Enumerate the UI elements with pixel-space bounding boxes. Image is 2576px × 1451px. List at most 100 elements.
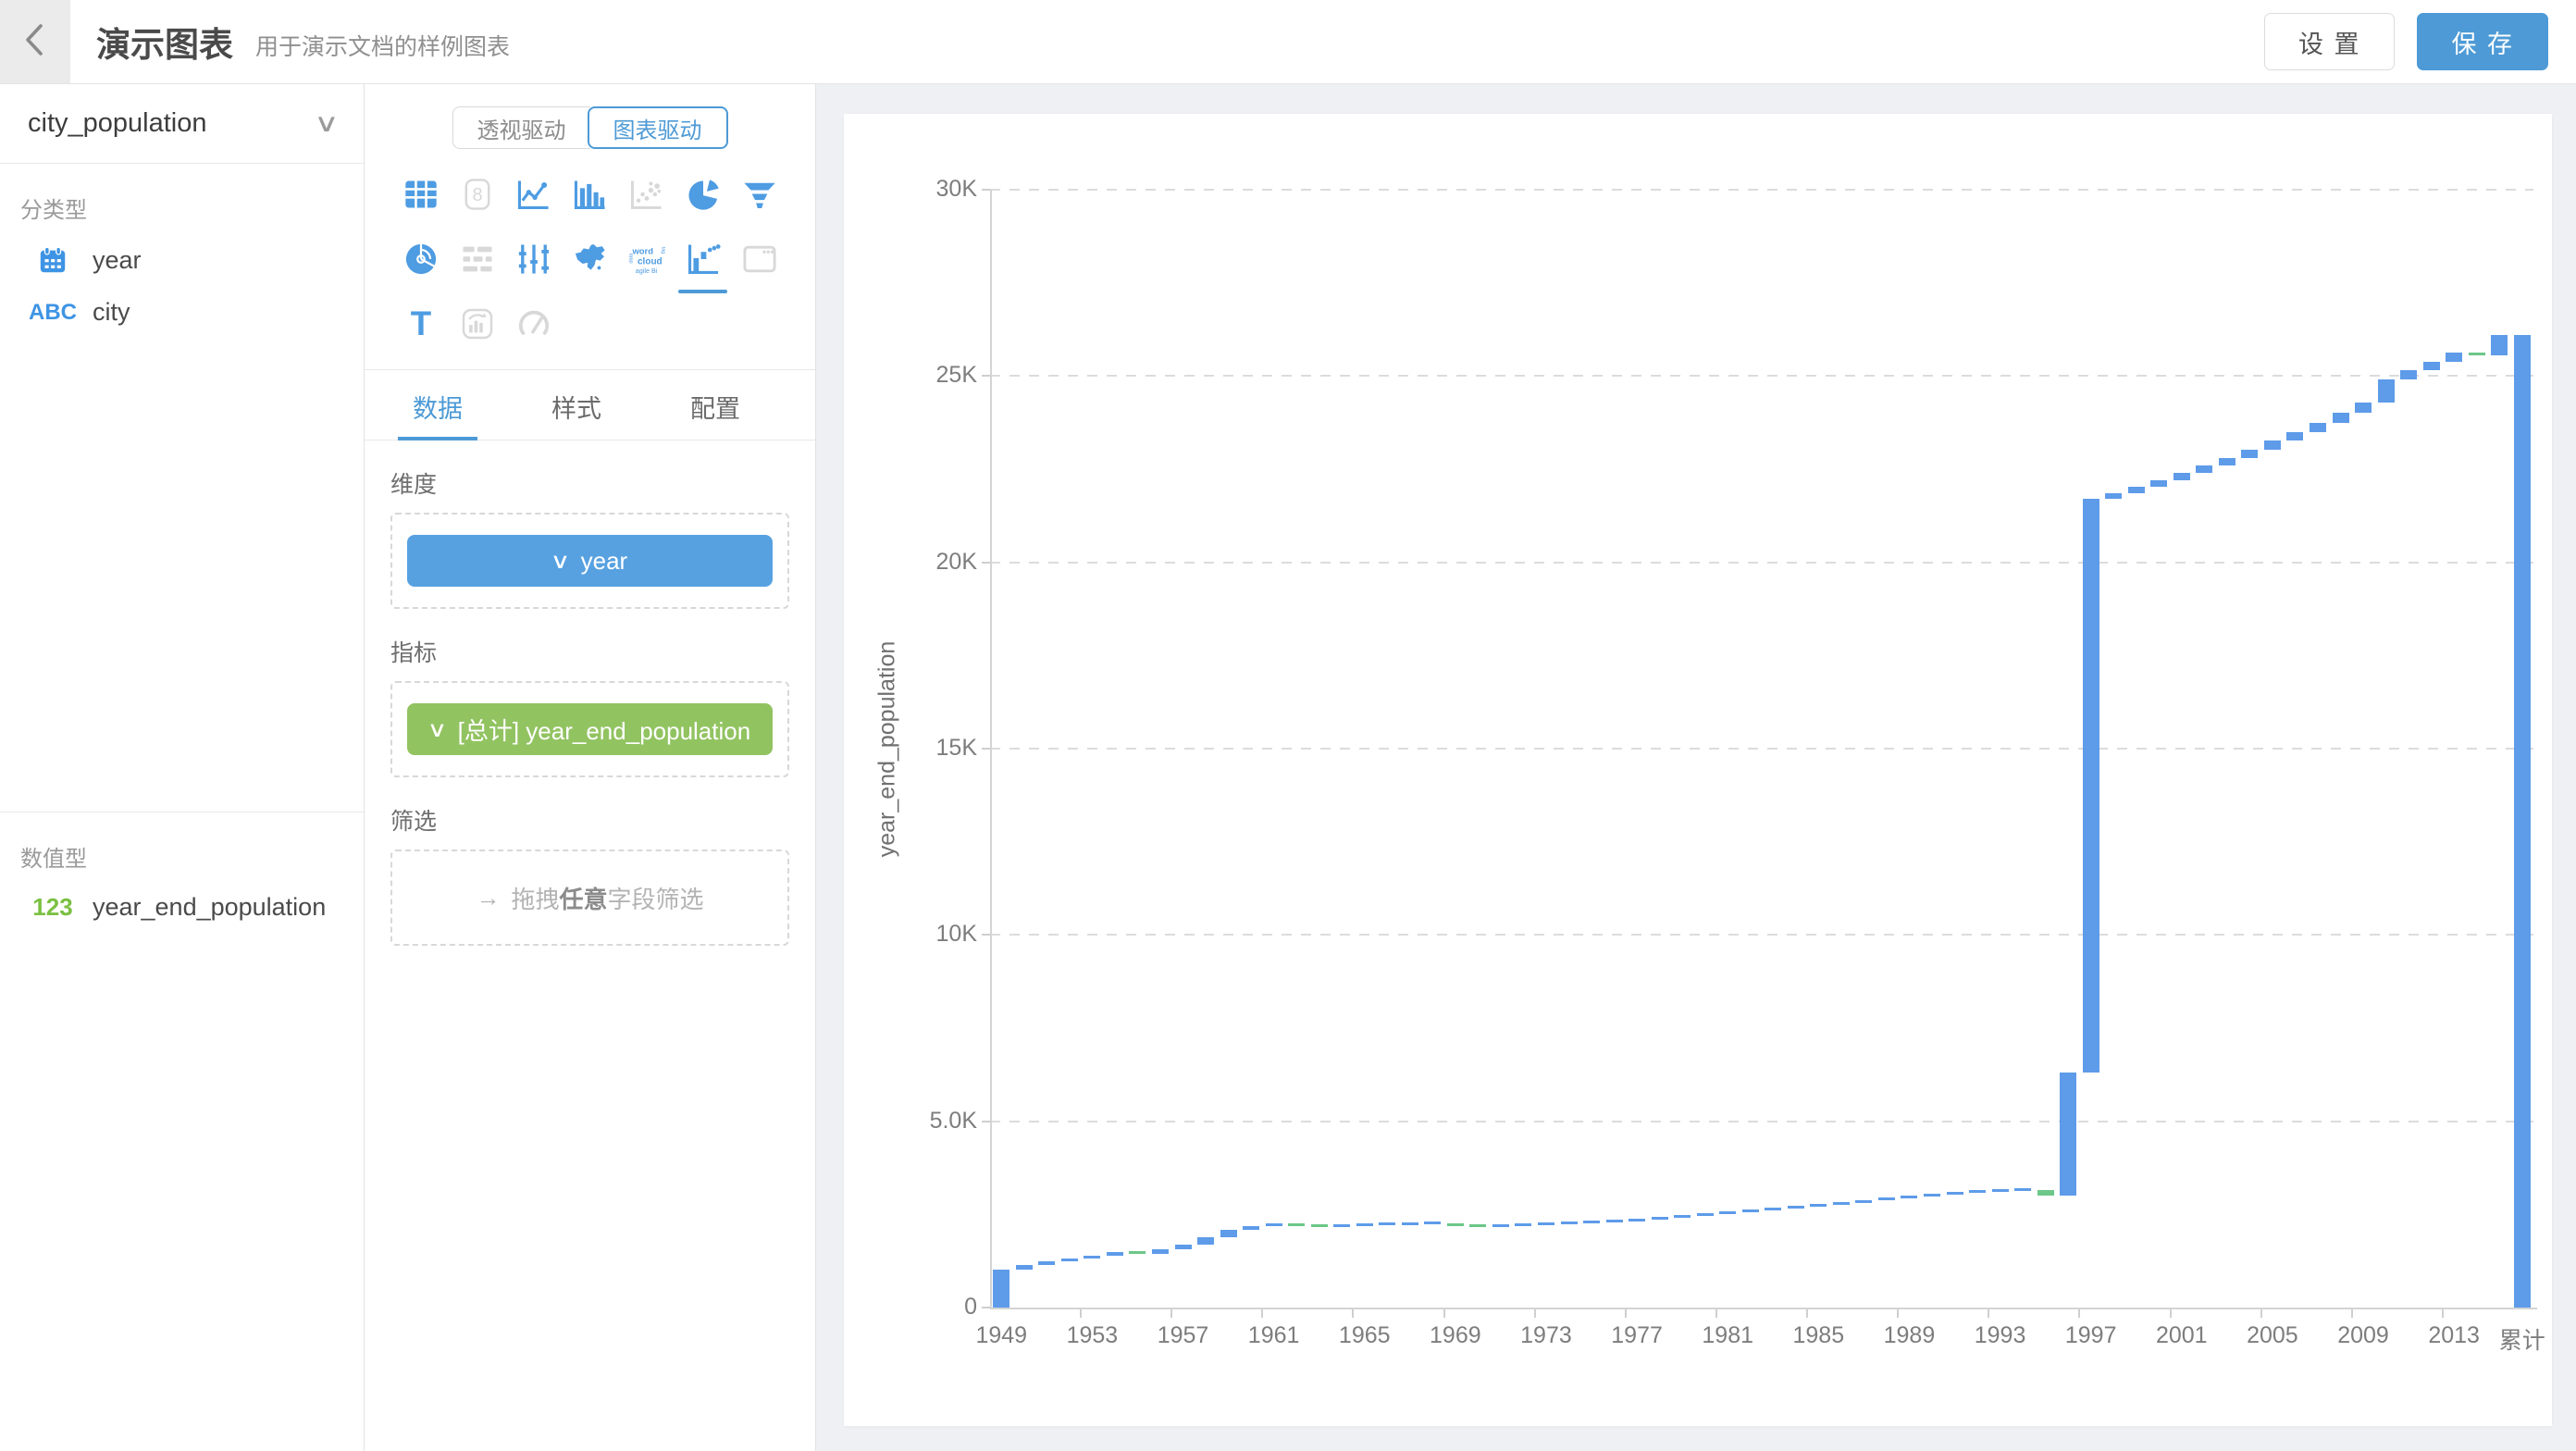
waterfall-bar[interactable] xyxy=(1696,1213,1714,1217)
waterfall-bar[interactable] xyxy=(1969,1190,1987,1194)
waterfall-bar[interactable] xyxy=(1923,1194,1940,1197)
mode-pivot-button[interactable]: 透视驱动 xyxy=(452,106,590,149)
waterfall-bar[interactable] xyxy=(1333,1223,1351,1227)
waterfall-bar[interactable] xyxy=(1129,1250,1146,1254)
waterfall-bar[interactable] xyxy=(2218,457,2235,465)
waterfall-bar[interactable] xyxy=(1877,1197,1895,1201)
waterfall-bar[interactable] xyxy=(1288,1223,1306,1227)
waterfall-bar[interactable] xyxy=(1741,1209,1759,1213)
waterfall-bar[interactable] xyxy=(1560,1222,1578,1225)
field-item-city[interactable]: ABC city xyxy=(0,287,364,338)
waterfall-bar[interactable] xyxy=(1084,1255,1101,1259)
chart-type-rose-chart[interactable] xyxy=(392,236,449,286)
chart-type-bar-chart[interactable] xyxy=(562,171,618,221)
waterfall-bar[interactable] xyxy=(1469,1224,1487,1228)
waterfall-bar[interactable] xyxy=(993,1269,1010,1308)
waterfall-bar[interactable] xyxy=(2355,403,2372,414)
save-button[interactable]: 保 存 xyxy=(2417,13,2548,70)
waterfall-bar[interactable] xyxy=(1674,1215,1691,1219)
waterfall-bar[interactable] xyxy=(2491,334,2508,356)
back-button[interactable] xyxy=(0,0,70,83)
waterfall-bar[interactable] xyxy=(2082,499,2099,1073)
tab-style[interactable]: 样式 xyxy=(551,395,601,423)
waterfall-bar[interactable] xyxy=(1197,1236,1215,1245)
waterfall-bar[interactable] xyxy=(1787,1206,1804,1209)
waterfall-bar[interactable] xyxy=(2446,353,2463,363)
waterfall-bar[interactable] xyxy=(1901,1196,1918,1199)
chart-type-line-chart[interactable] xyxy=(505,171,562,221)
waterfall-bar[interactable] xyxy=(1765,1208,1782,1211)
waterfall-bar[interactable] xyxy=(1220,1229,1237,1237)
waterfall-bar[interactable] xyxy=(1243,1225,1260,1230)
field-item-year-end-population[interactable]: 123 year_end_population xyxy=(0,882,364,933)
chart-type-pie-chart[interactable] xyxy=(675,171,731,221)
tab-data[interactable]: 数据 xyxy=(398,370,477,440)
waterfall-bar[interactable] xyxy=(2196,465,2213,474)
filter-drop-zone[interactable]: → 拖拽任意字段筛选 xyxy=(390,850,789,946)
chart-type-wordcloud-chart[interactable]: word tag cloud data agile Bi xyxy=(618,236,675,286)
waterfall-bar[interactable] xyxy=(2468,353,2485,356)
waterfall-bar[interactable] xyxy=(1151,1249,1169,1254)
waterfall-bar[interactable] xyxy=(1537,1222,1554,1226)
waterfall-bar[interactable] xyxy=(1719,1211,1737,1215)
waterfall-bar[interactable] xyxy=(1446,1223,1464,1227)
waterfall-bar[interactable] xyxy=(1060,1259,1078,1262)
chart-type-table-chart[interactable] xyxy=(392,171,449,221)
waterfall-bar[interactable] xyxy=(2400,370,2418,380)
waterfall-bar[interactable] xyxy=(2309,422,2326,432)
waterfall-bar[interactable] xyxy=(1015,1265,1033,1270)
waterfall-bar[interactable] xyxy=(1038,1261,1056,1266)
waterfall-bar[interactable] xyxy=(2173,473,2190,480)
waterfall-bar[interactable] xyxy=(1356,1223,1373,1227)
chart-canvas: year_end_population 0 5.0K 10K 15K 20K 25K 30K… xyxy=(816,84,2576,1451)
abc-icon: ABC xyxy=(29,299,77,325)
settings-button[interactable]: 设 置 xyxy=(2263,13,2396,70)
y-tick-mark xyxy=(982,561,990,564)
tab-config[interactable]: 配置 xyxy=(690,395,740,423)
chart-type-text-chart[interactable]: T xyxy=(392,301,449,351)
waterfall-bar[interactable] xyxy=(1991,1188,2009,1192)
waterfall-bar[interactable] xyxy=(2332,413,2349,423)
waterfall-bar[interactable] xyxy=(1605,1219,1623,1222)
metric-drop-zone[interactable]: ∨ [总计] year_end_population xyxy=(390,681,789,777)
waterfall-bar[interactable] xyxy=(1629,1218,1646,1222)
waterfall-total-bar[interactable] xyxy=(2513,334,2531,1308)
waterfall-bar[interactable] xyxy=(1832,1202,1850,1206)
chart-type-funnel-chart[interactable] xyxy=(731,171,787,221)
chart-type-parallel-chart[interactable] xyxy=(505,236,562,286)
chart-type-waterfall-chart[interactable] xyxy=(675,236,731,293)
waterfall-bar[interactable] xyxy=(2422,362,2440,371)
waterfall-bar[interactable] xyxy=(1106,1252,1123,1256)
waterfall-bar[interactable] xyxy=(2060,1073,2077,1196)
waterfall-bar[interactable] xyxy=(1583,1220,1601,1223)
waterfall-bar[interactable] xyxy=(1946,1191,1963,1195)
waterfall-bar[interactable] xyxy=(2263,440,2281,450)
dimension-pill-year[interactable]: ∨ year xyxy=(407,535,773,587)
waterfall-bar[interactable] xyxy=(1651,1216,1668,1220)
waterfall-bar[interactable] xyxy=(2014,1187,2032,1191)
waterfall-bar[interactable] xyxy=(2377,379,2395,403)
waterfall-bar[interactable] xyxy=(2037,1189,2054,1196)
mode-chart-button[interactable]: 图表驱动 xyxy=(587,106,728,149)
x-tick-label: 1973 xyxy=(1520,1322,1572,1348)
waterfall-bar[interactable] xyxy=(1515,1223,1532,1227)
waterfall-bar[interactable] xyxy=(2105,492,2123,500)
waterfall-bar[interactable] xyxy=(1174,1244,1192,1250)
waterfall-bar[interactable] xyxy=(1855,1199,1873,1203)
chart-type-map-chart[interactable] xyxy=(562,236,618,286)
dimension-drop-zone[interactable]: ∨ year xyxy=(390,513,789,609)
waterfall-bar[interactable] xyxy=(1810,1204,1827,1208)
field-item-year[interactable]: year xyxy=(0,233,364,287)
waterfall-bar[interactable] xyxy=(2127,486,2145,493)
waterfall-bar[interactable] xyxy=(2286,431,2304,441)
metric-pill-population[interactable]: ∨ [总计] year_end_population xyxy=(407,703,773,755)
waterfall-bar[interactable] xyxy=(1379,1222,1396,1226)
waterfall-bar[interactable] xyxy=(2150,479,2168,487)
waterfall-bar[interactable] xyxy=(1424,1222,1442,1225)
waterfall-bar[interactable] xyxy=(1401,1222,1418,1225)
dataset-select[interactable]: city_population ∨ xyxy=(0,84,364,164)
waterfall-bar[interactable] xyxy=(1265,1222,1282,1226)
waterfall-bar[interactable] xyxy=(2241,449,2259,458)
waterfall-bar[interactable] xyxy=(1310,1223,1328,1227)
waterfall-bar[interactable] xyxy=(1492,1224,1509,1228)
